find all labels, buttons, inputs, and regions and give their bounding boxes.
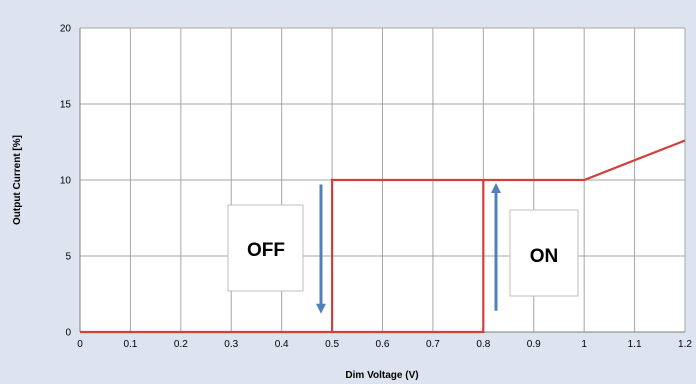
annotation-label-off: OFF <box>247 240 285 261</box>
annotation-box-on <box>509 209 579 297</box>
x-axis-title: Dim Voltage (V) <box>345 370 418 381</box>
x-tick-label: 0.4 <box>275 339 289 350</box>
x-tick-label: 0 <box>77 339 83 350</box>
series-line <box>80 139 686 334</box>
annotation-label-on: ON <box>530 246 559 267</box>
annotations: OFF ON <box>227 183 579 314</box>
x-tick-label: 0.5 <box>325 339 339 350</box>
x-tick-label: 0.7 <box>426 339 440 350</box>
x-tick-label: 1 <box>581 339 587 350</box>
x-tick-label: 0.9 <box>527 339 541 350</box>
x-tick-label: 1.1 <box>628 339 642 350</box>
x-tick-label: 0.3 <box>224 339 238 350</box>
annotation-box-off <box>227 204 304 292</box>
x-tick-label: 1.2 <box>678 339 692 350</box>
y-tick-label: 15 <box>60 100 72 111</box>
y-axis-title: Output Current [%] <box>12 135 23 225</box>
x-tick-label: 0.8 <box>476 339 490 350</box>
x-tick-label: 0.6 <box>376 339 390 350</box>
x-tick-label: 0.2 <box>174 339 188 350</box>
arrow-head-off <box>316 303 326 314</box>
x-tick-labels: 0 0.1 0.2 0.3 0.4 0.5 0.6 0.7 0.8 0.9 1 1.1 1.2 <box>77 339 692 350</box>
y-tick-label: 20 <box>60 24 72 35</box>
y-tick-label: 5 <box>65 252 71 263</box>
series-group <box>80 139 686 334</box>
y-tick-labels: 0 5 10 15 20 <box>60 24 72 339</box>
y-tick-label: 10 <box>60 176 72 187</box>
y-tick-label: 0 <box>65 328 71 339</box>
x-tick-label: 0.1 <box>123 339 137 350</box>
arrow-head-on <box>491 183 501 194</box>
